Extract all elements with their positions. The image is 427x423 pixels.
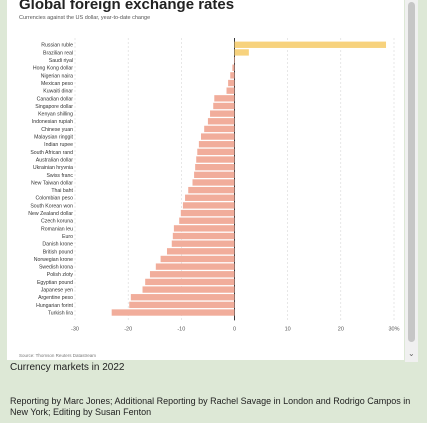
category-label: Malaysian ringgit [34, 135, 73, 141]
x-tick-label: -30 [71, 326, 79, 332]
category-label: Russian ruble [41, 43, 73, 49]
category-label: Polish zloty [47, 272, 74, 278]
x-tick-label: 20 [338, 326, 344, 332]
category-label: Egyptian pound [37, 280, 73, 286]
bar [196, 156, 235, 163]
x-tick-label: 0 [233, 326, 236, 332]
bar [228, 79, 235, 87]
category-label: Danish krone [42, 242, 73, 248]
bar [213, 102, 235, 110]
category-label: Singapore dollar [35, 104, 73, 110]
bar [210, 110, 235, 117]
category-label: Hong Kong dollar [33, 66, 73, 72]
category-label: New Taiwan dollar [31, 180, 73, 186]
category-label: Hungarian forint [36, 303, 73, 309]
chart-source: Source: Thomson Reuters Datastream [19, 353, 96, 358]
bar [214, 95, 235, 102]
scrollbar-thumb[interactable] [408, 2, 415, 342]
bar [171, 240, 235, 247]
chart-subtitle: Currencies against the US dollar, year-t… [19, 15, 151, 21]
category-label: Romanian leu [41, 226, 73, 232]
category-label: Indonesian rupiah [32, 119, 73, 125]
bar [194, 171, 235, 178]
category-label: Czech koruna [41, 219, 73, 225]
category-label: Chinese yuan [41, 127, 73, 133]
bar [207, 118, 235, 125]
category-label: Colombian peso [36, 196, 74, 202]
bar [130, 294, 235, 301]
category-label: British pound [43, 249, 73, 255]
bar [201, 133, 235, 140]
bar [233, 56, 235, 64]
bar [182, 202, 235, 209]
bar [195, 164, 235, 171]
category-label: Kenyan shilling [38, 112, 73, 118]
category-label: Canadian dollar [37, 96, 74, 102]
scroll-down-arrow-icon[interactable]: ⌄ [408, 349, 415, 358]
bar [145, 278, 235, 286]
bar [198, 141, 235, 148]
reporting-credit: Reporting by Marc Jones; Additional Repo… [10, 396, 411, 417]
category-label: Swiss franc [46, 173, 73, 179]
category-label: Turkish lira [48, 310, 73, 316]
category-label: Indian rupee [44, 142, 73, 148]
category-label: Brazilian real [43, 50, 73, 56]
bar [166, 248, 235, 255]
x-tick-label: 10 [285, 326, 291, 332]
category-label: Mexican peso [41, 81, 73, 87]
bar [226, 87, 235, 94]
bar [179, 217, 235, 224]
x-tick-label: -10 [177, 326, 185, 332]
bar [172, 232, 235, 240]
bar [180, 209, 235, 217]
x-tick-label: 30% [388, 326, 399, 332]
category-label: Argentine peso [38, 295, 73, 301]
category-label: Thai baht [51, 188, 73, 194]
chart-title: Global foreign exchange rates [19, 0, 235, 13]
vertical-scrollbar[interactable]: ⌄ [405, 0, 418, 362]
bar [234, 49, 249, 56]
bar [197, 148, 235, 156]
bar [111, 309, 235, 316]
bar [142, 286, 235, 293]
bar [204, 125, 235, 133]
category-label: Japanese yen [41, 288, 73, 294]
bar [232, 64, 235, 71]
x-tick-label: -20 [124, 326, 132, 332]
category-label: Australian dollar [36, 157, 73, 163]
bar [188, 186, 235, 194]
category-label: Nigerian naira [41, 73, 73, 79]
bar [192, 179, 235, 186]
category-label: Ukrainian hryvnia [33, 165, 73, 171]
bar-chart: -30 -20 -10 0 10 20 30% Russian rubleBrazilian … [28, 38, 400, 332]
bar [155, 263, 235, 270]
bar [185, 194, 235, 201]
image-caption: Currency markets in 2022 [10, 362, 125, 373]
category-label: Kuwaiti dinar [43, 89, 73, 95]
category-label: Euro [62, 234, 73, 240]
category-label: New Zealand dollar [28, 211, 73, 217]
bar [230, 72, 235, 79]
bar [149, 271, 235, 278]
category-label: Swedish krona [39, 265, 73, 271]
bar [234, 41, 387, 48]
bar [160, 255, 235, 263]
category-label: South Korean won [30, 203, 73, 209]
bar [129, 301, 235, 309]
category-label: Norwegian krone [34, 257, 73, 263]
category-label: South African rand [30, 150, 73, 156]
category-label: Saudi riyal [49, 58, 73, 64]
bar [173, 225, 235, 232]
